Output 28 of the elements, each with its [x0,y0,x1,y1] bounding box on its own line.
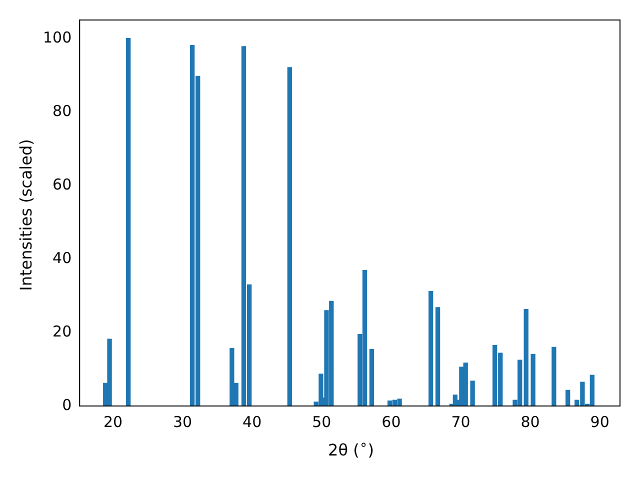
x-tick-label: 70 [451,412,470,431]
bar [470,380,475,406]
y-axis-title: Intensities (scaled) [16,139,36,291]
x-tick-label: 30 [173,412,192,431]
bar [107,338,112,406]
x-axis-title: 2θ ($^{∘}$) [327,438,375,460]
bar [369,349,374,406]
bar [230,348,234,406]
bar [524,308,528,406]
x-tick-label: 60 [382,412,401,431]
x-tick-label: 50 [312,412,332,431]
bar [126,38,131,406]
x-tick-label: 20 [103,412,123,431]
bar [530,354,536,406]
bar [428,290,434,406]
y-tick-label: 60 [52,175,72,194]
x-tick-label: 80 [520,412,540,431]
bar [287,67,292,406]
y-tick-label: 40 [52,248,72,267]
x-tick-label: 90 [590,412,610,431]
bar [566,390,570,406]
x-tick-label: 40 [242,412,262,431]
bar [552,346,556,406]
y-tick-label: 20 [52,322,72,340]
bar [435,307,440,406]
y-tick-label: 100 [42,28,72,46]
y-tick-label: 0 [62,396,72,414]
y-tick-label: 80 [52,102,72,120]
